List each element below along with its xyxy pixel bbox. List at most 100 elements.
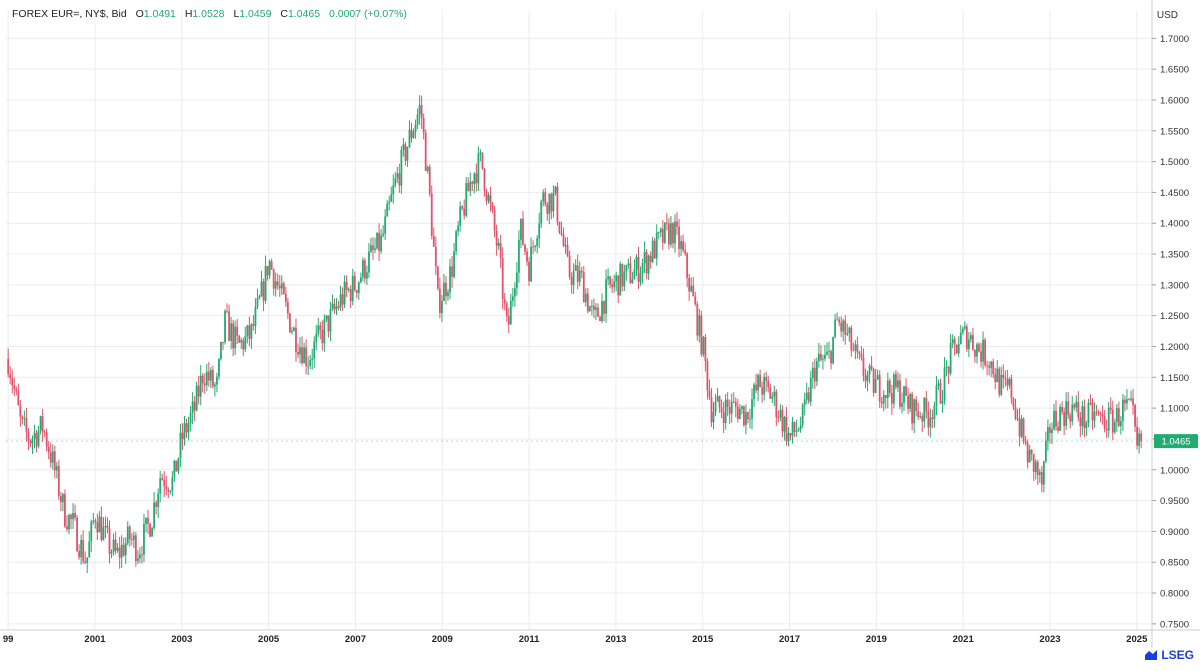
symbol-label: FOREX EUR=, NY$, Bid bbox=[12, 8, 127, 20]
x-tick-label: 2021 bbox=[953, 634, 975, 645]
candle-body bbox=[694, 296, 697, 305]
candle-body bbox=[197, 385, 200, 397]
candle-body bbox=[256, 298, 259, 308]
candle-body bbox=[53, 451, 56, 471]
candle-body bbox=[988, 365, 991, 368]
grid-layer bbox=[6, 10, 1152, 630]
high-key: H bbox=[184, 8, 193, 20]
candle-body bbox=[428, 166, 431, 194]
candle-body bbox=[424, 132, 427, 171]
candle-body bbox=[141, 554, 143, 556]
candle-body bbox=[19, 405, 22, 417]
candle-body bbox=[682, 241, 684, 251]
candle-body bbox=[797, 429, 800, 431]
candle-body bbox=[114, 539, 117, 551]
candle-body bbox=[1107, 407, 1110, 431]
candle-body bbox=[767, 380, 770, 387]
candle-body bbox=[884, 395, 887, 398]
candle-body bbox=[211, 370, 214, 387]
candle-body bbox=[751, 399, 753, 419]
candle-body bbox=[159, 478, 162, 494]
x-tick-label: 2013 bbox=[605, 634, 626, 645]
candle-body bbox=[301, 347, 303, 364]
candle-body bbox=[86, 557, 89, 563]
open-key: O bbox=[135, 8, 144, 20]
candle-body bbox=[1103, 416, 1106, 429]
candle-body bbox=[838, 319, 841, 323]
candle-body bbox=[720, 407, 723, 413]
candle-body bbox=[868, 365, 871, 375]
candle-body bbox=[745, 412, 747, 426]
candle-body bbox=[661, 228, 664, 243]
candle-body bbox=[696, 304, 699, 336]
candle-body bbox=[1044, 440, 1047, 462]
candle-body bbox=[990, 361, 993, 368]
x-tick-label: 2009 bbox=[432, 634, 453, 645]
candle-body bbox=[513, 288, 516, 297]
candle-body bbox=[967, 339, 970, 350]
candle-body bbox=[597, 307, 599, 317]
candle-body bbox=[828, 350, 830, 352]
y-tick-label: 1.6000 bbox=[1160, 95, 1189, 106]
candle-body bbox=[1018, 418, 1021, 437]
candle-body bbox=[226, 310, 228, 312]
candle-body bbox=[207, 371, 210, 381]
x-tick-label: 2005 bbox=[258, 634, 280, 645]
candle-body bbox=[897, 380, 899, 388]
candle-body bbox=[495, 230, 498, 246]
candle-body bbox=[1067, 401, 1070, 416]
candle-body bbox=[136, 558, 139, 561]
candle-body bbox=[680, 241, 682, 249]
candle-body bbox=[580, 270, 583, 273]
candle-body bbox=[755, 384, 757, 391]
candle-body bbox=[826, 351, 828, 355]
candle-body bbox=[801, 405, 804, 426]
candle-body bbox=[315, 333, 318, 342]
candle-body bbox=[992, 361, 995, 375]
candle-body bbox=[153, 502, 155, 528]
low-key: L bbox=[233, 8, 240, 20]
candle-body bbox=[724, 399, 727, 424]
candle-body bbox=[710, 396, 713, 423]
candle-body bbox=[965, 326, 968, 350]
candle-body bbox=[92, 520, 95, 522]
candle-body bbox=[765, 377, 768, 381]
candle-body bbox=[959, 332, 962, 344]
candle-body bbox=[80, 540, 83, 558]
candle-body bbox=[457, 225, 460, 232]
candle-body bbox=[1034, 461, 1037, 472]
candle-body bbox=[250, 324, 253, 339]
y-tick-label: 1.2500 bbox=[1160, 311, 1189, 322]
candle-body bbox=[586, 293, 589, 312]
candle-body bbox=[771, 396, 774, 399]
candle-body bbox=[459, 206, 462, 226]
candle-body bbox=[248, 325, 251, 339]
candle-body bbox=[718, 396, 721, 408]
candle-body bbox=[353, 275, 356, 291]
candle-body bbox=[66, 526, 68, 530]
candle-body bbox=[714, 401, 717, 413]
candle-body bbox=[254, 307, 257, 326]
candle-body bbox=[1134, 405, 1136, 427]
candle-body bbox=[817, 353, 820, 362]
candle-body bbox=[230, 323, 233, 341]
candle-body bbox=[299, 347, 301, 355]
currency-label: USD bbox=[1156, 10, 1178, 21]
candle-body bbox=[1083, 406, 1086, 429]
candle-body bbox=[649, 255, 652, 262]
candle-body bbox=[246, 325, 249, 336]
y-tick-label: 1.5500 bbox=[1160, 126, 1189, 137]
candle-body bbox=[526, 251, 528, 262]
candle-body bbox=[331, 303, 334, 309]
candle-body bbox=[619, 263, 622, 296]
y-tick-label: 0.9500 bbox=[1160, 496, 1189, 507]
candle-body bbox=[252, 324, 255, 326]
candle-body bbox=[747, 412, 749, 420]
candle-body bbox=[463, 208, 466, 216]
candle-body bbox=[907, 395, 909, 409]
candle-body bbox=[550, 193, 553, 212]
candle-body bbox=[404, 144, 407, 161]
candle-body bbox=[319, 325, 322, 330]
candle-body bbox=[88, 541, 91, 558]
